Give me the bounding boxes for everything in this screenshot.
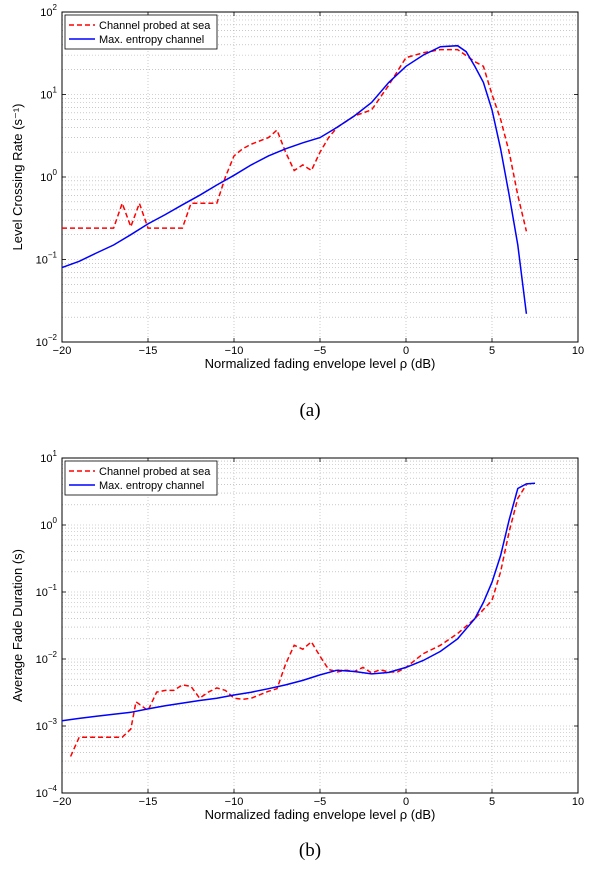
y-tick-label: 101 bbox=[40, 86, 57, 102]
chart-b: −20 −15 −10 −5 0 5 10 10−4 10−3 10−2 10−1 100 101 Nor… bbox=[10, 449, 584, 861]
y-tick-label: 10−1 bbox=[36, 251, 58, 267]
y-tick-label: 10−2 bbox=[36, 650, 58, 666]
x-tick-label: −15 bbox=[139, 345, 158, 357]
y-tick-label: 100 bbox=[40, 168, 57, 184]
y-tick-label: 10−3 bbox=[36, 717, 58, 733]
y-tick-label: 10−4 bbox=[36, 784, 58, 800]
series-line-max-entropy-channel bbox=[62, 44, 528, 314]
legend-label: Channel probed at sea bbox=[99, 466, 211, 478]
y-tick-label: 10−1 bbox=[36, 583, 58, 599]
chart-a: −20 −15 −10 −5 0 5 10 10−2 10−1 100 101 102 Normaliz… bbox=[10, 3, 584, 421]
series-line-channel-probed-at-sea bbox=[62, 48, 528, 232]
y-tick-label: 10−2 bbox=[36, 333, 58, 349]
x-axis-label: Normalized fading envelope level ρ (dB) bbox=[205, 807, 436, 822]
x-tick-label: −20 bbox=[53, 796, 72, 808]
legend-label: Max. entropy channel bbox=[99, 34, 204, 46]
y-tick-label: 101 bbox=[40, 449, 57, 465]
legend-box bbox=[64, 14, 218, 50]
series-line-channel-probed-at-sea bbox=[69, 484, 528, 757]
x-tick-label: 10 bbox=[572, 345, 584, 357]
legend-label: Max. entropy channel bbox=[99, 480, 204, 492]
figure-caption: (a) bbox=[299, 400, 320, 421]
x-axis-label: Normalized fading envelope level ρ (dB) bbox=[205, 356, 436, 371]
y-tick-label: 102 bbox=[40, 3, 57, 19]
grid bbox=[61, 12, 579, 343]
figure-caption: (b) bbox=[299, 840, 321, 861]
x-tick-label: 5 bbox=[489, 796, 495, 808]
x-tick-label: −5 bbox=[314, 345, 327, 357]
legend: Channel probed at sea Max. entropy channe… bbox=[64, 460, 218, 496]
x-tick-label: −20 bbox=[53, 345, 72, 357]
x-tick-label: 0 bbox=[403, 345, 409, 357]
legend-box bbox=[64, 460, 218, 496]
x-tick-label: 10 bbox=[572, 796, 584, 808]
x-tick-label: −10 bbox=[225, 345, 244, 357]
x-tick-label: 0 bbox=[403, 796, 409, 808]
legend: Channel probed at sea Max. entropy channe… bbox=[64, 14, 218, 50]
plot-area bbox=[62, 458, 578, 793]
x-tick-label: −15 bbox=[139, 796, 158, 808]
y-axis-label: Level Crossing Rate (s⁻¹) bbox=[10, 103, 25, 250]
x-tick-label: −5 bbox=[314, 796, 327, 808]
x-tick-label: 5 bbox=[489, 345, 495, 357]
y-tick-label: 100 bbox=[40, 516, 57, 532]
y-axis-label: Average Fade Duration (s) bbox=[10, 549, 25, 702]
x-tick-label: −10 bbox=[225, 796, 244, 808]
legend-label: Channel probed at sea bbox=[99, 20, 211, 32]
series-line-max-entropy-channel bbox=[62, 482, 536, 722]
